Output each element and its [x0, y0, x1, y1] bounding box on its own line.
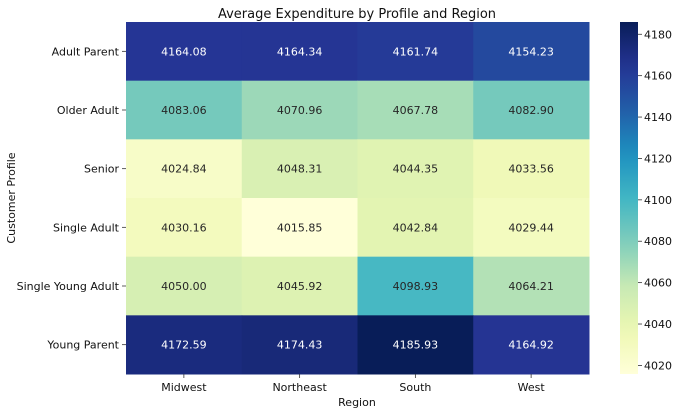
colorbar-tick-label: 4100 — [644, 194, 672, 207]
y-tick-label: Adult Parent — [52, 45, 120, 58]
cell-value-label: 4098.93 — [393, 280, 439, 293]
chart-title: Average Expenditure by Profile and Regio… — [218, 7, 496, 22]
cell-value-label: 4030.16 — [161, 221, 207, 234]
heatmap-cell — [241, 80, 358, 140]
cell-value-label: 4164.34 — [277, 45, 323, 58]
heatmap-cell — [473, 139, 590, 199]
colorbar-tick-label: 4020 — [644, 359, 672, 372]
cell-value-label: 4033.56 — [508, 163, 554, 176]
heatmap-cell — [473, 256, 590, 316]
cell-value-label: 4174.43 — [277, 339, 323, 352]
colorbar-tick-label: 4140 — [644, 111, 672, 124]
colorbar: 4020 4040 4060 4080 4100 4120 4140 4160 4180 — [620, 22, 672, 374]
heatmap-cell — [126, 80, 243, 140]
cell-value-label: 4015.85 — [277, 221, 323, 234]
heatmap-cell — [241, 198, 358, 258]
heatmap-cell — [357, 22, 474, 82]
cell-value-label: 4050.00 — [161, 280, 207, 293]
colorbar-tick-label: 4040 — [644, 318, 672, 331]
heatmap-cell — [473, 80, 590, 140]
y-axis-ticks: Adult Parent Older Adult Senior Single Adul… — [17, 45, 126, 352]
y-axis-label: Customer Profile — [5, 152, 18, 243]
heatmap-cells: 4164.08 4164.34 4161.74 4154.23 4083.06 4070.… — [126, 22, 590, 375]
cell-value-label: 4164.08 — [161, 45, 207, 58]
heatmap-cell — [357, 80, 474, 140]
colorbar-tick-label: 4080 — [644, 235, 672, 248]
cell-value-label: 4042.84 — [393, 221, 439, 234]
heatmap-cell — [241, 22, 358, 82]
cell-value-label: 4048.31 — [277, 163, 323, 176]
cell-value-label: 4045.92 — [277, 280, 323, 293]
heatmap-cell — [241, 315, 358, 375]
colorbar-tick-label: 4060 — [644, 277, 672, 290]
y-tick-label: Single Young Adult — [17, 280, 120, 293]
cell-value-label: 4164.92 — [508, 339, 554, 352]
cell-value-label: 4083.06 — [161, 104, 207, 117]
heatmap-cell — [357, 256, 474, 316]
heatmap-cell — [126, 22, 243, 82]
heatmap-cell — [473, 315, 590, 375]
colorbar-tick-label: 4160 — [644, 70, 672, 83]
heatmap-cell — [473, 22, 590, 82]
y-tick-label: Senior — [84, 163, 120, 176]
x-tick-label: Midwest — [161, 381, 207, 394]
cell-value-label: 4185.93 — [393, 339, 439, 352]
y-tick-label: Single Adult — [53, 221, 120, 234]
cell-value-label: 4070.96 — [277, 104, 323, 117]
cell-value-label: 4064.21 — [508, 280, 554, 293]
heatmap-cell — [357, 198, 474, 258]
heatmap-cell — [241, 256, 358, 316]
heatmap-cell — [126, 315, 243, 375]
heatmap-cell — [357, 139, 474, 199]
cell-value-label: 4044.35 — [393, 163, 439, 176]
y-tick-label: Older Adult — [57, 104, 120, 117]
x-tick-label: Northeast — [272, 381, 327, 394]
cell-value-label: 4067.78 — [393, 104, 439, 117]
colorbar-gradient — [620, 22, 638, 374]
x-axis-ticks: Midwest Northeast South West — [161, 374, 545, 394]
cell-value-label: 4024.84 — [161, 163, 207, 176]
cell-value-label: 4161.74 — [393, 45, 439, 58]
y-tick-label: Young Parent — [46, 339, 119, 352]
heatmap-cell — [241, 139, 358, 199]
cell-value-label: 4154.23 — [508, 45, 554, 58]
x-tick-label: South — [399, 381, 431, 394]
cell-value-label: 4082.90 — [508, 104, 554, 117]
cell-value-label: 4029.44 — [508, 221, 554, 234]
colorbar-tick-label: 4120 — [644, 152, 672, 165]
x-tick-label: West — [518, 381, 546, 394]
cell-value-label: 4172.59 — [161, 339, 207, 352]
colorbar-tick-label: 4180 — [644, 28, 672, 41]
heatmap-cell — [357, 315, 474, 375]
heatmap-cell — [126, 256, 243, 316]
heatmap-cell — [126, 198, 243, 258]
heatmap-cell — [126, 139, 243, 199]
x-axis-label: Region — [338, 396, 376, 409]
heatmap-cell — [473, 198, 590, 258]
